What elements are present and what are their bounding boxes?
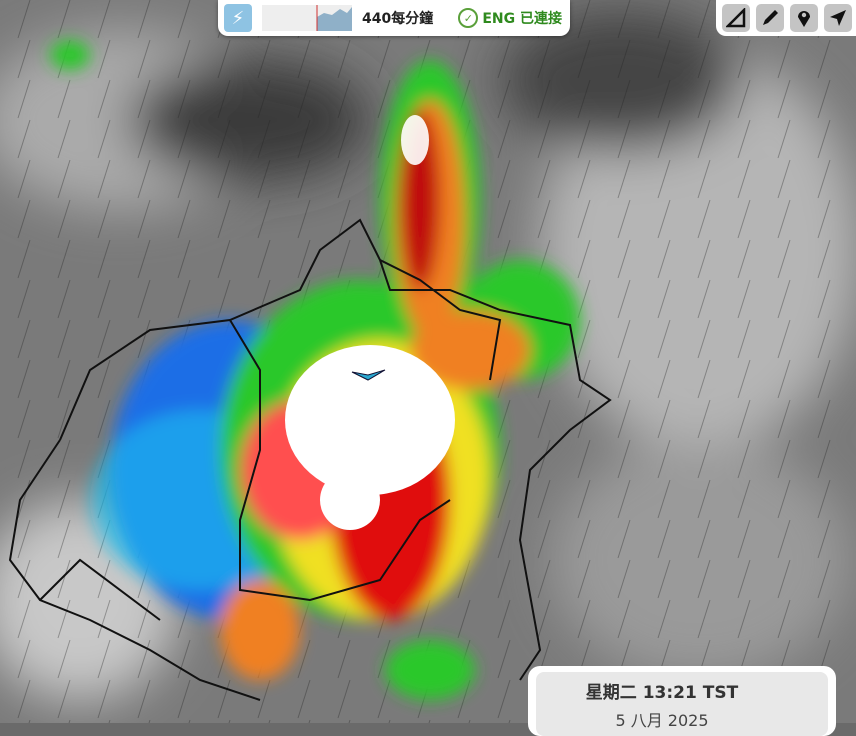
timestamp-time: 星期二 13:21 TST — [585, 683, 739, 703]
timestamp-date: 5 八月 2025 — [615, 711, 709, 730]
lightning-rate: 440每分鐘 — [362, 11, 434, 27]
locate-arrow-icon[interactable] — [824, 4, 852, 32]
pencil-icon[interactable] — [756, 4, 784, 32]
lightning-cluster — [285, 115, 455, 530]
map-toolbar — [716, 0, 856, 36]
connection-label: ENG 已連接 — [482, 11, 562, 27]
map-pin-icon[interactable] — [790, 4, 818, 32]
lightning-rate-sparkline — [262, 5, 352, 31]
location-marker-icon[interactable] — [351, 369, 386, 381]
ruler-icon[interactable] — [722, 4, 750, 32]
timestamp-panel: 星期二 13:21 TST 5 八月 2025 — [528, 666, 836, 736]
lightning-icon[interactable]: ⚡ — [224, 4, 252, 32]
check-circle-icon: ✓ — [458, 8, 479, 28]
county-boundaries — [8, 218, 612, 701]
lightning-status-bar: ⚡ 440每分鐘 ✓ ENG 已連接 — [218, 0, 570, 36]
connection-status: ✓ ENG 已連接 — [458, 8, 562, 28]
